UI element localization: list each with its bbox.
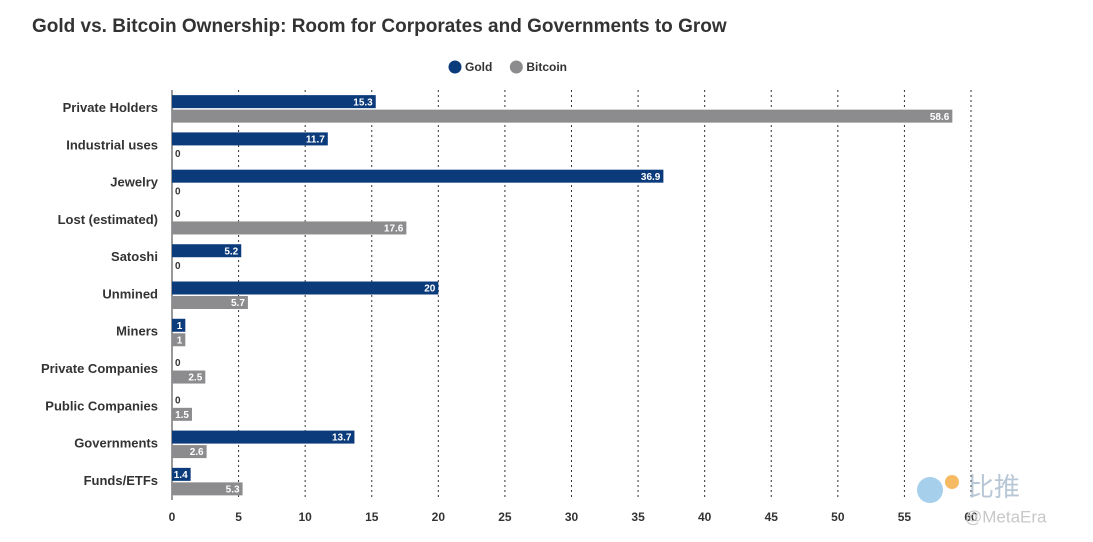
x-tick-label: 20 bbox=[432, 510, 446, 524]
data-label: 1 bbox=[177, 335, 183, 346]
x-tick-label: 10 bbox=[298, 510, 312, 524]
data-label: 0 bbox=[175, 358, 181, 369]
data-label: 2.6 bbox=[190, 447, 204, 458]
data-label: 0 bbox=[175, 209, 181, 220]
x-tick-label: 5 bbox=[235, 510, 242, 524]
x-tick-label: 45 bbox=[765, 510, 779, 524]
y-tick-label: Miners bbox=[116, 324, 158, 339]
y-tick-label: Lost (estimated) bbox=[58, 212, 158, 227]
data-label: 1.5 bbox=[175, 410, 189, 421]
data-label: 36.9 bbox=[641, 172, 661, 183]
watermark: 比推 bbox=[968, 472, 1020, 502]
legend-swatch bbox=[509, 60, 523, 74]
data-label: 5.7 bbox=[231, 298, 245, 309]
x-tick-label: 30 bbox=[565, 510, 579, 524]
data-label: 0 bbox=[175, 395, 181, 406]
bar bbox=[172, 281, 439, 295]
watermark: @MetaEra bbox=[965, 507, 1047, 526]
data-label: 0 bbox=[175, 186, 181, 197]
y-tick-label: Satoshi bbox=[111, 249, 158, 264]
bar bbox=[172, 370, 206, 384]
y-tick-label: Private Companies bbox=[41, 361, 158, 376]
y-tick-label: Private Holders bbox=[63, 100, 158, 115]
bar bbox=[172, 318, 186, 332]
data-label: 58.6 bbox=[930, 112, 950, 123]
data-label: 13.7 bbox=[332, 433, 352, 444]
data-label: 0 bbox=[175, 261, 181, 272]
data-label: 2.5 bbox=[188, 373, 202, 384]
bar bbox=[172, 407, 192, 421]
legend-label: Gold bbox=[465, 60, 492, 74]
y-tick-label: Industrial uses bbox=[66, 137, 158, 152]
data-label: 20 bbox=[424, 284, 436, 295]
bar bbox=[172, 445, 207, 459]
x-tick-label: 50 bbox=[831, 510, 845, 524]
x-tick-label: 60 bbox=[964, 510, 978, 524]
x-tick-label: 35 bbox=[631, 510, 645, 524]
y-tick-label: Public Companies bbox=[45, 398, 158, 413]
bar bbox=[172, 132, 328, 146]
chart-title: Gold vs. Bitcoin Ownership: Room for Cor… bbox=[32, 16, 727, 37]
legend-label: Bitcoin bbox=[526, 60, 567, 74]
data-label: 11.7 bbox=[306, 135, 325, 146]
y-tick-label: Unmined bbox=[102, 286, 158, 301]
data-label: 15.3 bbox=[353, 97, 373, 108]
y-tick-label: Funds/ETFs bbox=[84, 473, 158, 488]
x-tick-label: 25 bbox=[498, 510, 512, 524]
bar bbox=[172, 430, 355, 444]
bar bbox=[172, 244, 242, 258]
legend-swatch bbox=[448, 60, 462, 74]
y-tick-label: Jewelry bbox=[110, 175, 158, 190]
x-tick-label: 40 bbox=[698, 510, 712, 524]
data-label: 1 bbox=[177, 321, 183, 332]
data-label: 5.3 bbox=[226, 485, 240, 496]
x-tick-label: 55 bbox=[898, 510, 912, 524]
data-label: 5.2 bbox=[224, 246, 238, 257]
bar bbox=[172, 95, 376, 109]
x-tick-label: 0 bbox=[169, 510, 176, 524]
bar bbox=[172, 109, 953, 123]
bar bbox=[172, 482, 243, 496]
bar bbox=[172, 467, 191, 481]
bar bbox=[172, 169, 664, 183]
bar bbox=[172, 333, 186, 347]
bar bbox=[172, 296, 248, 309]
watermark-icon bbox=[917, 477, 943, 503]
data-label: 0 bbox=[175, 149, 181, 160]
x-tick-label: 15 bbox=[365, 510, 379, 524]
data-label: 17.6 bbox=[384, 224, 404, 235]
bar bbox=[172, 221, 407, 235]
y-tick-label: Governments bbox=[74, 436, 158, 451]
watermark-icon bbox=[945, 475, 959, 489]
data-label: 1.4 bbox=[174, 470, 188, 481]
